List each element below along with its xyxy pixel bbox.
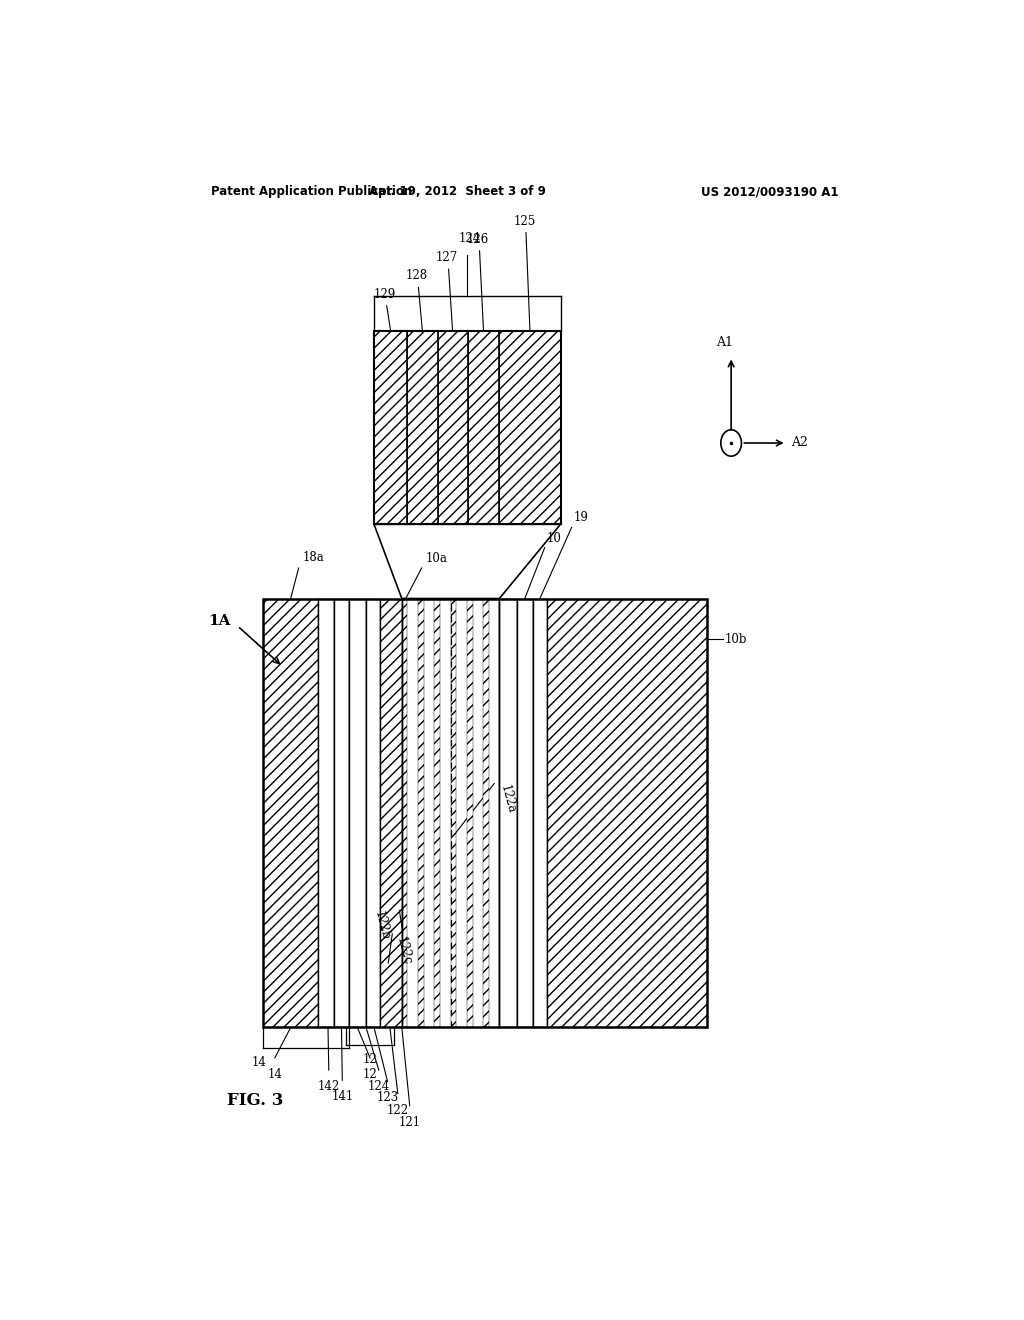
Text: US 2012/0093190 A1: US 2012/0093190 A1 bbox=[700, 185, 839, 198]
Text: 122c: 122c bbox=[394, 936, 414, 966]
Bar bbox=[380, 598, 401, 1027]
Bar bbox=[500, 331, 560, 524]
Text: 122b: 122b bbox=[372, 909, 392, 942]
Text: 123: 123 bbox=[377, 1092, 398, 1105]
Bar bbox=[547, 598, 708, 1027]
Text: 12: 12 bbox=[362, 1068, 378, 1081]
Text: 124: 124 bbox=[368, 1080, 390, 1093]
Text: 121: 121 bbox=[398, 1115, 421, 1129]
Text: 14: 14 bbox=[267, 1068, 283, 1081]
Text: 125: 125 bbox=[513, 215, 536, 227]
Bar bbox=[374, 331, 408, 524]
Text: Apr. 19, 2012  Sheet 3 of 9: Apr. 19, 2012 Sheet 3 of 9 bbox=[369, 185, 546, 198]
Text: 19: 19 bbox=[574, 511, 589, 524]
Text: 14: 14 bbox=[252, 1056, 266, 1069]
Bar bbox=[348, 598, 367, 1027]
Text: 124: 124 bbox=[459, 232, 481, 244]
Text: 142: 142 bbox=[317, 1080, 340, 1093]
Bar bbox=[374, 331, 560, 524]
Bar bbox=[467, 598, 472, 1027]
Text: A2: A2 bbox=[791, 437, 808, 450]
Bar bbox=[408, 331, 437, 524]
Text: 122a: 122a bbox=[499, 783, 518, 814]
Text: 141: 141 bbox=[331, 1090, 353, 1104]
Text: 12: 12 bbox=[362, 1053, 378, 1065]
Bar bbox=[500, 598, 517, 1027]
Bar bbox=[318, 598, 334, 1027]
Text: 10: 10 bbox=[547, 532, 562, 545]
Text: 10b: 10b bbox=[725, 632, 748, 645]
Bar bbox=[263, 598, 708, 1027]
Text: 127: 127 bbox=[436, 251, 458, 264]
Bar bbox=[334, 598, 348, 1027]
Bar bbox=[263, 598, 708, 1027]
Bar bbox=[437, 331, 468, 524]
Bar bbox=[532, 598, 547, 1027]
Text: 18a: 18a bbox=[303, 550, 325, 564]
Text: 126: 126 bbox=[467, 232, 489, 246]
Bar bbox=[367, 598, 380, 1027]
Text: 128: 128 bbox=[406, 269, 428, 282]
Text: 129: 129 bbox=[374, 288, 396, 301]
Bar bbox=[483, 598, 488, 1027]
Text: A1: A1 bbox=[716, 337, 733, 350]
Bar bbox=[418, 598, 424, 1027]
Bar bbox=[468, 331, 500, 524]
Bar bbox=[263, 598, 318, 1027]
Bar bbox=[517, 598, 532, 1027]
Text: FIG. 3: FIG. 3 bbox=[227, 1092, 284, 1109]
Bar bbox=[401, 598, 408, 1027]
Text: 10a: 10a bbox=[426, 552, 447, 565]
Bar bbox=[451, 598, 457, 1027]
Text: 1A: 1A bbox=[209, 614, 231, 628]
Bar bbox=[434, 598, 440, 1027]
Text: Patent Application Publication: Patent Application Publication bbox=[211, 185, 413, 198]
Text: 122: 122 bbox=[387, 1104, 409, 1117]
